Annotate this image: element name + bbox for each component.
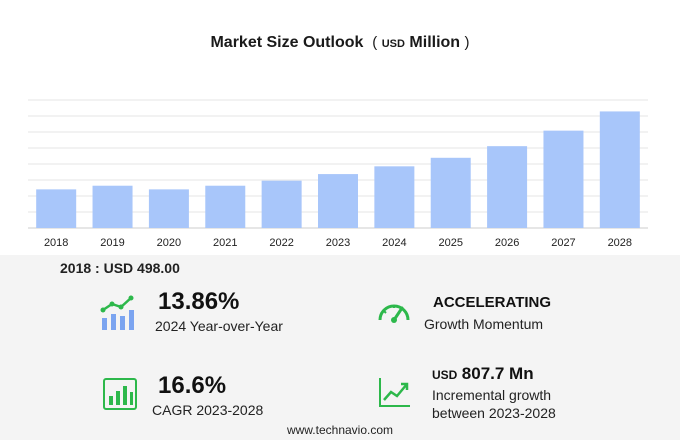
x-tick-label: 2022	[269, 237, 293, 249]
x-tick-label: 2028	[608, 237, 632, 249]
metrics-panel	[0, 255, 680, 440]
speedometer-icon	[378, 304, 410, 323]
bar-2018	[36, 189, 77, 228]
x-tick-label: 2021	[213, 237, 237, 249]
bar-2025	[430, 157, 471, 228]
x-tick-label: 2027	[551, 237, 575, 249]
bar-2019	[92, 185, 133, 228]
bar-2024	[374, 166, 415, 228]
bar-2028	[599, 111, 640, 228]
cagr-value: 16.6%	[158, 372, 227, 399]
bar-2027	[543, 130, 584, 228]
x-tick-label: 2018	[44, 237, 68, 249]
footer-url: www.technavio.com	[286, 423, 394, 437]
x-tick-label: 2026	[495, 237, 519, 249]
cagr-label: CAGR 2023-2028	[152, 402, 264, 418]
bar-growth-icon	[100, 295, 134, 330]
bar-2021	[205, 185, 246, 228]
title-main: Market Size Outlook	[210, 34, 364, 51]
x-tick-label: 2024	[382, 237, 406, 249]
yoy-metric: 13.86%	[158, 288, 239, 316]
title-unit: USD	[381, 38, 405, 50]
bar-chart-icon	[103, 378, 137, 410]
x-tick-label: 2019	[100, 237, 124, 249]
x-tick-label: 2023	[326, 237, 350, 249]
bar-2023	[318, 174, 358, 228]
bar-2022	[261, 180, 302, 228]
title-paren-open: (	[372, 34, 378, 51]
yoy-label: 2024 Year-over-Year	[155, 318, 283, 334]
x-tick-label: 2020	[157, 237, 181, 249]
title-paren-close: )	[464, 34, 470, 51]
momentum-label: Growth Momentum	[424, 316, 544, 332]
trend-line-icon	[379, 378, 410, 407]
bar-chart: 2018 2019 2020 2021 2022 2023 2024 2025 2026 2027…	[28, 99, 648, 249]
yoy-value: 13.86%	[158, 288, 240, 315]
incremental-metric: USD 807.7 Mn	[432, 364, 534, 384]
incremental-label-line1: Incremental growth	[432, 387, 552, 403]
incremental-unit: USD	[432, 368, 458, 382]
incremental-label-line2: between 2023-2028	[432, 405, 556, 421]
x-tick-label: 2025	[438, 237, 462, 249]
bar-2020	[148, 189, 189, 228]
incremental-value: 807.7 Mn	[461, 364, 534, 383]
momentum-value: ACCELERATING	[433, 294, 552, 311]
title-unit-word: Million	[409, 34, 461, 51]
bar-2026	[487, 146, 528, 228]
base-year-value: 2018 : USD 498.00	[60, 260, 180, 276]
chart-title: Market Size Outlook ( USD Million )	[0, 34, 680, 52]
